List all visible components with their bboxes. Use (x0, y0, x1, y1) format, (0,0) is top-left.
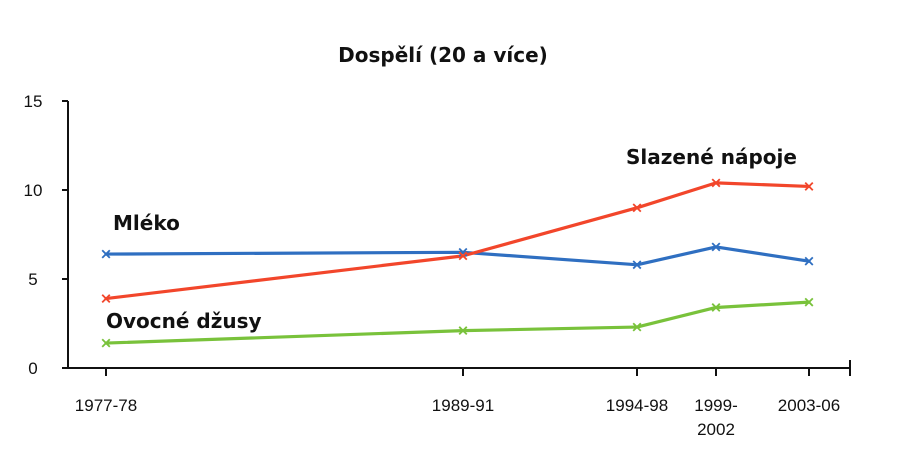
data-point-mark (711, 303, 721, 312)
data-point-mark (711, 242, 721, 252)
data-point (632, 260, 642, 270)
data-point-mark (101, 338, 111, 348)
x-tick-label: 1999- (694, 396, 737, 415)
data-point (632, 322, 642, 332)
data-point-mark (632, 203, 642, 213)
data-point (711, 303, 721, 312)
axes (67, 101, 850, 369)
data-point-mark (804, 297, 814, 307)
y-tick-label: 10 (24, 181, 43, 200)
series-label-milk: Mléko (113, 211, 180, 235)
x-tick-label: 2003-06 (778, 396, 840, 415)
x-tick-label: 1989-91 (432, 396, 494, 415)
x-ticks: 1977-78 1989-91 1994-98 1999- 2002 2003-06 (75, 360, 851, 439)
data-point-mark (458, 247, 468, 257)
series-label-sweetened-drinks: Slazené nápoje (626, 145, 797, 169)
data-point (804, 297, 814, 307)
x-tick-label: 1977-78 (75, 396, 137, 415)
data-point-mark (804, 182, 814, 191)
data-point (458, 326, 468, 336)
x-tick-label: 2002 (697, 420, 735, 439)
data-point-mark (458, 251, 468, 261)
data-point (458, 251, 468, 261)
series-labels: Mléko Slazené nápoje Ovocné džusy (106, 145, 797, 333)
data-point-mark (632, 260, 642, 270)
data-point (101, 249, 111, 259)
data-point-mark (458, 326, 468, 336)
data-point (632, 203, 642, 213)
data-point-mark (804, 256, 814, 266)
chart-title: Dospělí (20 a více) (338, 43, 548, 67)
data-point (101, 338, 111, 348)
data-point (804, 182, 814, 191)
y-tick-label: 15 (24, 92, 43, 111)
data-point-mark (711, 178, 721, 188)
series-markers (101, 178, 814, 348)
y-ticks: 0 5 10 15 (24, 92, 68, 378)
data-point-mark (101, 249, 111, 259)
x-tick-label: 1994-98 (606, 396, 668, 415)
data-point-mark (632, 322, 642, 332)
data-point (711, 242, 721, 252)
series-label-fruit-juices: Ovocné džusy (106, 309, 262, 333)
y-tick-label: 5 (28, 270, 37, 289)
data-point (458, 247, 468, 257)
data-point (804, 256, 814, 266)
data-point-mark (101, 294, 111, 304)
y-tick-label: 0 (28, 359, 37, 378)
data-point (101, 294, 111, 304)
series-line (104, 181, 811, 301)
data-point (711, 178, 721, 188)
